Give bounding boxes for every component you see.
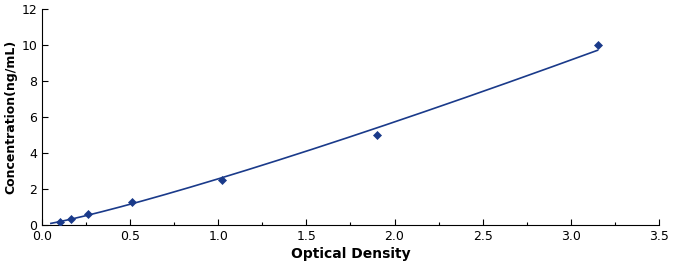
X-axis label: Optical Density: Optical Density bbox=[291, 247, 411, 261]
Y-axis label: Concentration(ng/mL): Concentration(ng/mL) bbox=[4, 40, 17, 194]
